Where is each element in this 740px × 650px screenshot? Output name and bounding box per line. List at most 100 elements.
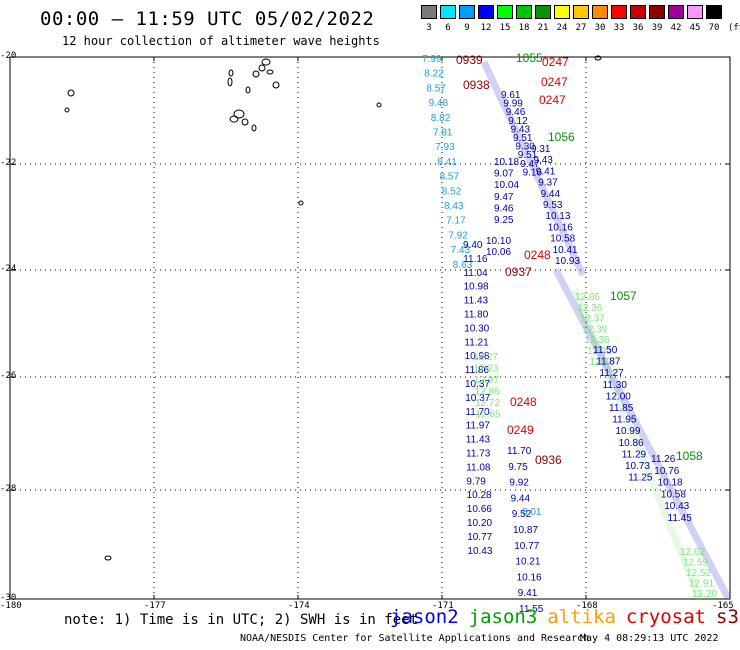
wave-height-label: 12.37 (580, 314, 605, 325)
wave-height-label: 9.31 (531, 144, 551, 155)
wave-height-label: 9.48 (429, 98, 449, 109)
wave-height-label: 10.37 (465, 379, 490, 390)
wave-height-label: 9.53 (543, 200, 563, 211)
scale-label: 3 (426, 23, 432, 33)
wave-height-label: 10.98 (465, 351, 490, 362)
island-outline (104, 555, 112, 561)
wave-height-label: 12.23 (474, 364, 499, 375)
pass-time-labels: 0939 0938 0937 0936 1055 1056 1057 1058 0247 0247… (456, 51, 703, 467)
lon-label: -180 (0, 601, 22, 611)
wave-height-label: 10.87 (513, 525, 538, 536)
graticule (9, 56, 731, 600)
scale-swatch (630, 5, 646, 19)
lat-label: -26 (0, 371, 17, 381)
scale-label: 30 (594, 23, 606, 33)
wave-height-label: 9.47 (494, 192, 514, 203)
wave-height-label: 9.12 (508, 116, 528, 127)
credit-line: NOAA/NESDIS Center for Satellite Applica… (240, 633, 590, 644)
wave-height-label: 9.41 (518, 588, 538, 599)
wave-height-label: 10.04 (494, 180, 519, 191)
wave-height-label: 11.86 (465, 365, 490, 376)
scale-swatch (478, 5, 494, 19)
wave-height-label: 9.40 (463, 240, 483, 251)
wave-height-label: 9.16 (523, 167, 543, 178)
scale-swatch (516, 5, 532, 19)
wave-height-label: 10.18 (658, 478, 683, 489)
pass-time-label: 1056 (548, 130, 575, 144)
wave-height-label: 12.86 (575, 292, 600, 303)
wave-height-label: 12.21 (587, 346, 612, 357)
generated-timestamp: May 4 08:29:13 UTC 2022 (580, 633, 719, 644)
island-outline (67, 89, 75, 97)
scale-swatch (687, 5, 703, 19)
wave-height-label: 10.30 (464, 323, 489, 334)
island-outline (261, 58, 271, 66)
track-swath (552, 268, 732, 600)
wave-height-label: 7.81 (433, 128, 453, 139)
wave-height-label: 12.62 (680, 547, 705, 558)
wave-height-label: 9.92 (509, 478, 529, 489)
wave-height-label: 10.37 (465, 393, 490, 404)
island-outline (594, 55, 602, 61)
wave-height-label: 12.39 (582, 324, 607, 335)
pass-time-label: 0248 (510, 395, 537, 409)
wave-height-label: 9.43 (511, 124, 531, 135)
wave-height-label: 11.87 (596, 357, 621, 368)
wave-height-label: 10.20 (467, 518, 492, 529)
wave-height-label: 9.37 (538, 178, 558, 189)
wave-height-label: 10.76 (654, 466, 679, 477)
scale-label: 70 (708, 23, 720, 33)
pass-time-label: 1058 (676, 449, 703, 463)
wave-height-label: 10.77 (514, 541, 539, 552)
wave-height-label: 9.75 (508, 462, 528, 473)
scale-label: 21 (537, 23, 549, 33)
lon-label: -174 (288, 601, 310, 611)
legend-jason2: jason2 (390, 606, 459, 628)
lon-label: -168 (576, 601, 598, 611)
wave-height-label: 10.16 (517, 572, 542, 583)
island-outline (258, 64, 266, 72)
wave-height-label: 11.73 (466, 449, 491, 460)
wave-height-label: 10.86 (619, 438, 644, 449)
lon-label: -165 (712, 601, 734, 611)
scale-swatch (554, 5, 570, 19)
wave-height-label: 10.98 (464, 282, 489, 293)
scale-label: 39 (651, 23, 663, 33)
wave-height-label: 8.41 (437, 157, 457, 168)
wave-height-label: 10.43 (467, 546, 492, 557)
island-outline (64, 107, 70, 113)
wave-height-label: 9.25 (494, 215, 514, 226)
wave-height-label: 11.50 (593, 345, 618, 356)
wave-height-label: 11.16 (463, 254, 488, 265)
pass-time-label: 0248 (524, 248, 551, 262)
wave-height-label: 10.28 (467, 490, 492, 501)
wave-height-label: 7.17 (446, 216, 466, 227)
wave-height-label: 9.30 (515, 142, 535, 153)
scale-label: 27 (575, 23, 587, 33)
scale-label: 33 (613, 23, 625, 33)
wave-height-label: 9.52 (512, 509, 532, 520)
wave-height-label: 9.41 (536, 166, 556, 177)
wave-height-label: 9.79 (466, 476, 486, 487)
wave-height-label: 12.00 (606, 391, 631, 402)
footer-note: note: 1) Time is in UTC; 2) SWH is in fe… (64, 612, 419, 628)
pass-time-label: 0249 (507, 423, 534, 437)
island-outline (228, 69, 234, 77)
lon-label: -177 (144, 601, 166, 611)
legend-altika: altika (547, 606, 616, 628)
pass-time-label: 1055 (516, 51, 543, 65)
island-outline (376, 102, 382, 108)
wave-height-label: 9.44 (541, 189, 561, 200)
wave-height-label: 11.30 (603, 380, 628, 391)
wave-height-label: 10.73 (625, 461, 650, 472)
wave-height-label: 9.44 (511, 493, 531, 504)
wave-height-label: 9.47 (520, 159, 540, 170)
satellite-legend: jason2 jason3 altika cryosat s3a (390, 606, 740, 628)
pass-time-label: 0936 (535, 453, 562, 467)
wave-height-label: 11.85 (609, 403, 634, 414)
scale-label: 42 (670, 23, 682, 33)
wave-height-label: 10.77 (467, 532, 492, 543)
scale-unit: (ft) (728, 23, 740, 33)
wave-height-label: 11.43 (464, 296, 489, 307)
wave-height-label: 12.65 (476, 410, 501, 421)
